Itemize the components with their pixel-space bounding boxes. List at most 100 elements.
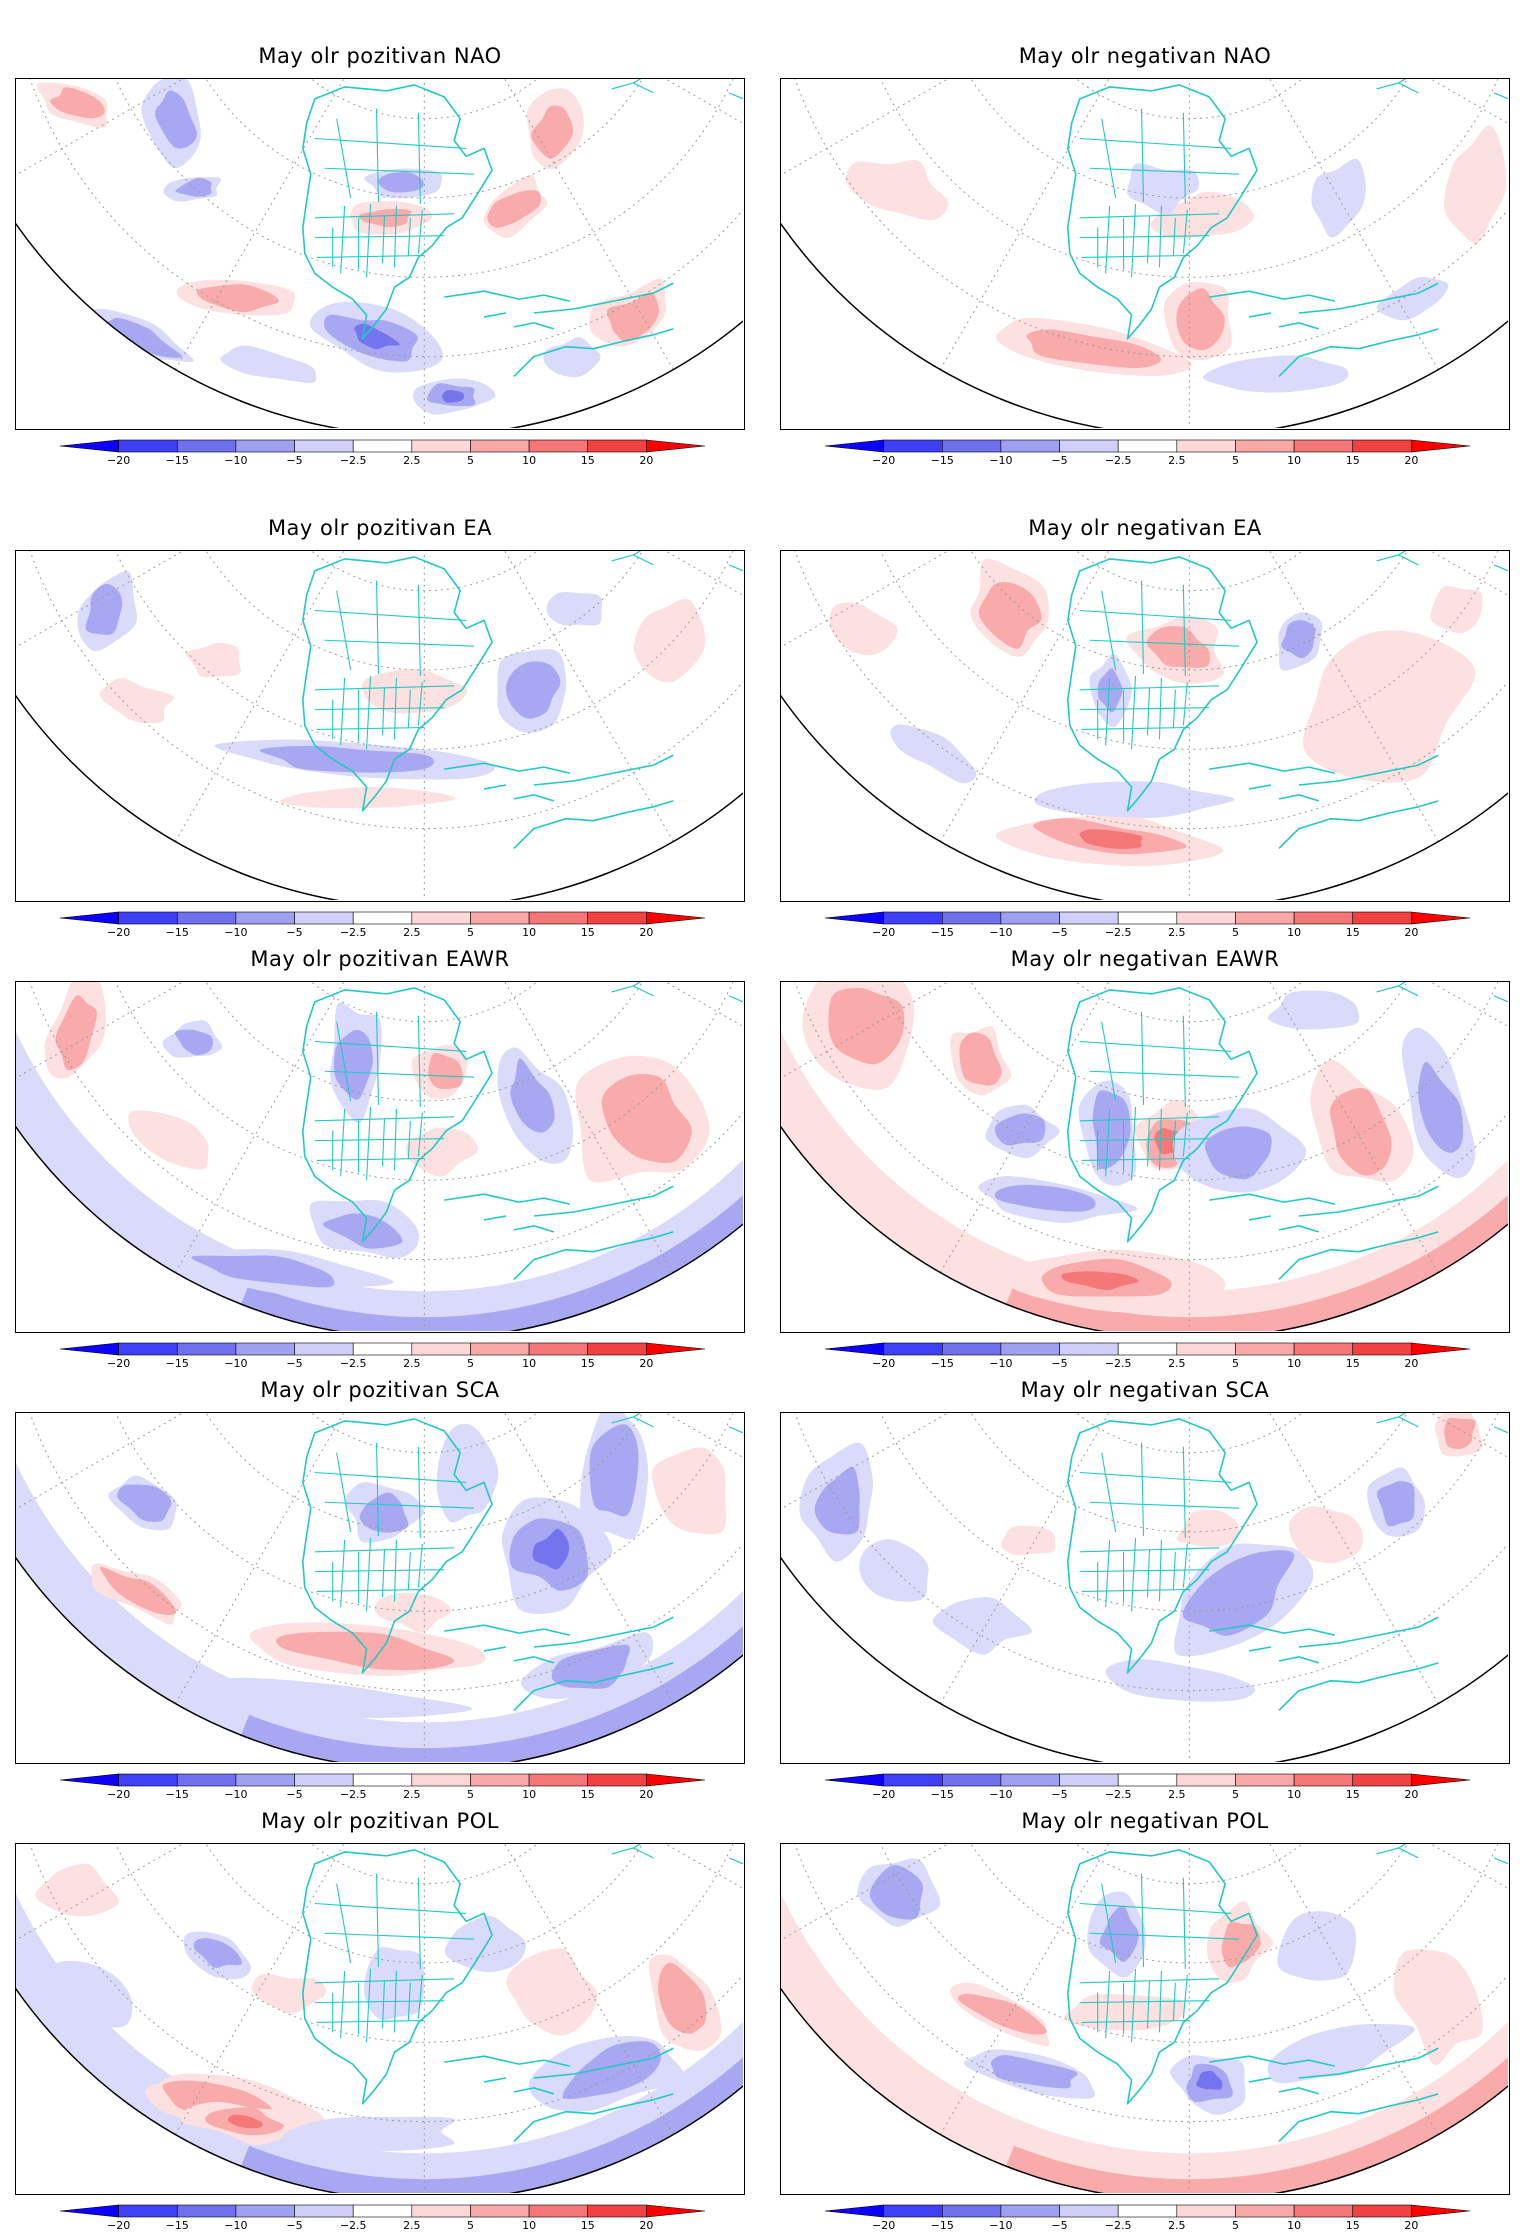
colorbar-swatch bbox=[411, 1342, 471, 1356]
meridian-line bbox=[174, 1413, 395, 1704]
anomaly-contour bbox=[531, 105, 574, 159]
colorbar-swatch bbox=[883, 1342, 943, 1356]
colorbar-tick-label: 5 bbox=[467, 1357, 474, 1370]
panel-title: May olr negativan NAO bbox=[1018, 44, 1272, 68]
anomaly-contour bbox=[658, 1962, 707, 2034]
colorbar-tick-label: −15 bbox=[931, 1357, 954, 1370]
meridian-line bbox=[939, 551, 1160, 842]
colorbar-swatch bbox=[1235, 2204, 1295, 2218]
anomaly-contour bbox=[1377, 1481, 1415, 1527]
colorbar-swatch bbox=[352, 1773, 413, 1787]
colorbar: −20 −15 −10 −5 −2.5 2.5 5 10 15 20 bbox=[824, 438, 1490, 472]
colorbar-swatch bbox=[1293, 911, 1354, 925]
anomaly-contour bbox=[1001, 1525, 1056, 1556]
polar-stereographic-map bbox=[781, 1844, 1508, 2193]
anomaly-contour bbox=[251, 1973, 327, 2014]
anomaly-contour bbox=[1303, 630, 1476, 783]
anomaly-contour bbox=[1079, 829, 1143, 849]
colorbar-swatch bbox=[176, 439, 237, 453]
anomaly-contour bbox=[1146, 626, 1210, 668]
colorbar-swatch bbox=[294, 1773, 354, 1787]
meridian-line bbox=[781, 1844, 1138, 1954]
latitude-line bbox=[929, 1413, 1449, 1533]
map-panel: May olr pozitivan EAWR −20 −15 −10 −5 −2.5 2.5… bbox=[15, 943, 745, 1370]
map-frame bbox=[780, 550, 1510, 902]
anomaly-contour bbox=[505, 661, 561, 719]
map-panel: May olr negativan SCA −20 −15 −10 −5 −2.5 2.5 5… bbox=[780, 1374, 1510, 1801]
anomaly-contour bbox=[859, 1539, 929, 1602]
colorbar-arrow-high bbox=[646, 439, 706, 453]
colorbar: −20 −15 −10 −5 −2.5 2.5 5 10 15 20 bbox=[824, 910, 1490, 944]
colorbar-tick-label: 2.5 bbox=[1168, 2219, 1186, 2232]
anomaly-contour bbox=[117, 1484, 172, 1522]
anomaly-contour bbox=[1202, 355, 1349, 393]
colorbar-tick-label: −10 bbox=[989, 454, 1012, 467]
polar-stereographic-map bbox=[781, 551, 1508, 900]
map-frame bbox=[780, 78, 1510, 430]
meridian-line bbox=[16, 79, 373, 189]
meridian-line bbox=[1218, 1844, 1439, 2135]
colorbar-tick-label: 15 bbox=[581, 1357, 595, 1370]
anomaly-contour bbox=[1418, 1061, 1464, 1153]
anomaly-contour bbox=[1176, 1509, 1240, 1547]
anomaly-contour bbox=[359, 1492, 409, 1533]
map-frame bbox=[780, 1843, 1510, 2195]
colorbar-swatch bbox=[1059, 439, 1119, 453]
colorbar-arrow-low bbox=[824, 2204, 884, 2218]
polar-stereographic-map bbox=[781, 1413, 1508, 1762]
polar-stereographic-map bbox=[16, 982, 743, 1331]
map-panel: May olr negativan EAWR −20 −15 −10 −5 −2.5 2.5… bbox=[780, 943, 1510, 1370]
colorbar-tick-label: −2.5 bbox=[340, 1357, 367, 1370]
colorbar-arrow-low bbox=[824, 1773, 884, 1787]
latitude-line bbox=[164, 1413, 684, 1533]
anomaly-contour bbox=[487, 190, 541, 228]
anomaly-contour bbox=[334, 1029, 373, 1100]
colorbar-swatch bbox=[941, 1342, 1002, 1356]
colorbar-swatch bbox=[176, 911, 237, 925]
anomaly-contour bbox=[1150, 191, 1254, 240]
anomaly-contour bbox=[1444, 1417, 1476, 1450]
map-frame bbox=[15, 1412, 745, 1764]
meridian-line bbox=[174, 551, 395, 842]
colorbar-tick-label: −10 bbox=[989, 926, 1012, 939]
colorbar-tick-label: 2.5 bbox=[1168, 1788, 1186, 1801]
colorbar-tick-label: −2.5 bbox=[340, 926, 367, 939]
anomaly-contour bbox=[1288, 1506, 1363, 1563]
colorbar-arrow-high bbox=[1411, 439, 1471, 453]
colorbar-tick-label: −10 bbox=[989, 1357, 1012, 1370]
meridian-line bbox=[453, 79, 674, 370]
colorbar-tick-label: 15 bbox=[1346, 1357, 1360, 1370]
meridian-line bbox=[1218, 551, 1439, 842]
colorbar-swatch bbox=[411, 911, 471, 925]
anomaly-contour bbox=[436, 1423, 499, 1523]
colorbar-tick-label: 2.5 bbox=[1168, 926, 1186, 939]
colorbar: −20 −15 −10 −5 −2.5 2.5 5 10 15 20 bbox=[824, 2203, 1490, 2237]
panel-title: May olr negativan EAWR bbox=[1010, 947, 1280, 971]
colorbar-arrow-low bbox=[824, 1342, 884, 1356]
colorbar-swatch bbox=[1117, 1342, 1178, 1356]
colorbar-arrow-low bbox=[824, 911, 884, 925]
coastline bbox=[302, 79, 743, 378]
meridian-line bbox=[781, 551, 1138, 661]
colorbar-tick-label: 15 bbox=[1346, 454, 1360, 467]
colorbar-tick-label: 10 bbox=[1287, 454, 1301, 467]
anomaly-contour bbox=[562, 2041, 661, 2099]
colorbar-swatch bbox=[1352, 439, 1412, 453]
colorbar-swatch bbox=[235, 439, 295, 453]
colorbar-swatch bbox=[1235, 911, 1295, 925]
anomaly-contour bbox=[364, 1947, 424, 2020]
colorbar-swatch bbox=[883, 911, 943, 925]
colorbar-tick-label: −20 bbox=[872, 454, 895, 467]
colorbar-tick-label: −2.5 bbox=[1105, 2219, 1132, 2232]
anomaly-contour bbox=[1099, 1905, 1139, 1962]
latitude-line bbox=[1009, 1413, 1370, 1454]
colorbar-arrow-high bbox=[646, 1773, 706, 1787]
anomaly-contour bbox=[1221, 1921, 1261, 1968]
colorbar-tick-label: −2.5 bbox=[1105, 926, 1132, 939]
anomaly-contour bbox=[995, 1113, 1046, 1146]
panel-title: May olr pozitivan EA bbox=[267, 516, 493, 540]
colorbar-tick-label: 2.5 bbox=[1168, 1357, 1186, 1370]
colorbar-tick-label: 2.5 bbox=[403, 1357, 421, 1370]
latitude-line bbox=[244, 1413, 605, 1454]
meridian-line bbox=[939, 982, 1160, 1273]
